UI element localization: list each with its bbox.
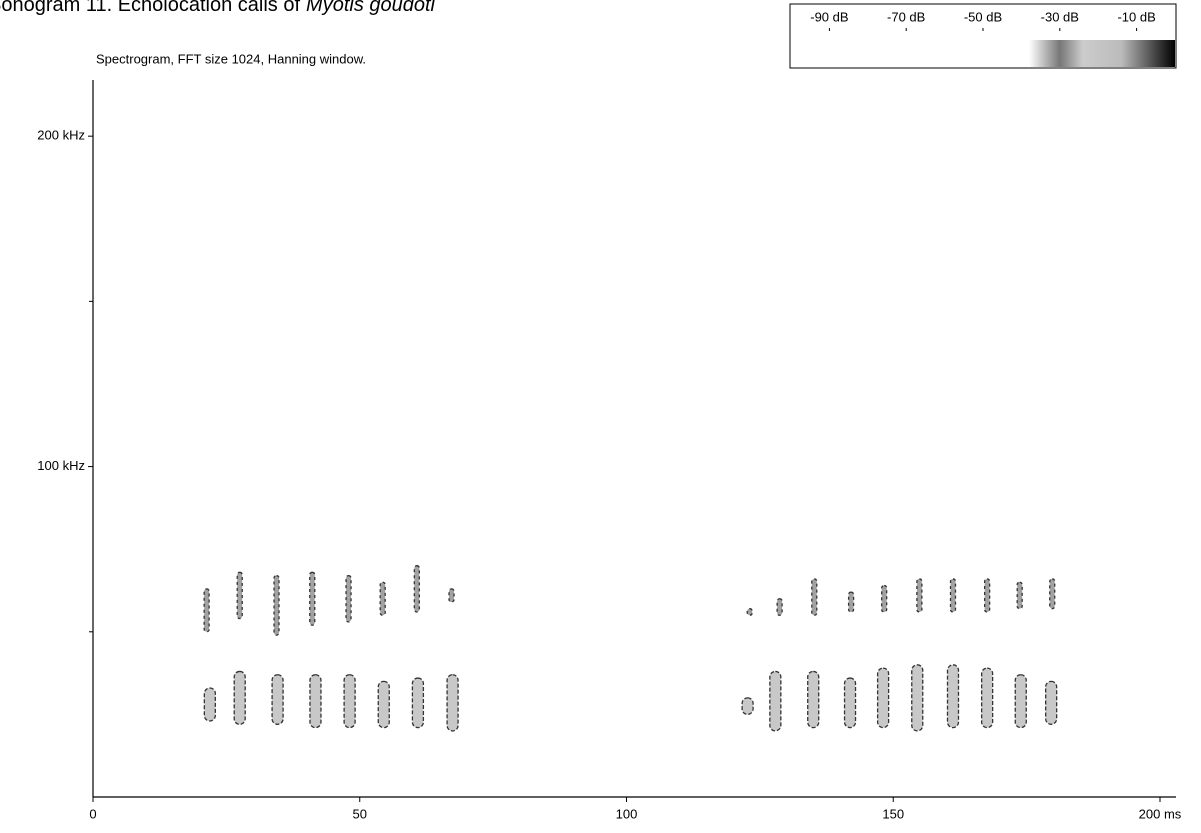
chart-title: Sonogram 11. Echolocation calls of Myotis…	[0, 0, 436, 16]
fundamental-call	[741, 697, 754, 716]
harmonic-call	[881, 584, 888, 613]
harmonic-call	[309, 571, 316, 626]
harmonic-call	[949, 578, 957, 613]
fundamental-call	[233, 670, 246, 725]
subtitle: Spectrogram, FFT size 1024, Hanning wind…	[96, 51, 366, 66]
harmonic-call	[345, 574, 352, 623]
harmonic-call	[236, 571, 243, 620]
x-tick-label: 0	[89, 806, 96, 821]
x-tick-label: 200 ms	[1139, 806, 1182, 821]
title-text: Sonogram 11. Echolocation calls of	[0, 0, 300, 16]
fundamental-call	[377, 680, 390, 729]
harmonic-call	[1016, 581, 1023, 610]
harmonic-call	[379, 581, 386, 616]
harmonic-call	[746, 608, 753, 616]
title-species: Myotis goudoti	[306, 0, 436, 16]
x-tick-label: 50	[353, 806, 367, 821]
colorbar-label: -90 dB	[810, 9, 848, 24]
fundamental-call	[769, 670, 782, 732]
fundamental-call	[843, 677, 857, 729]
x-tick-label: 100	[616, 806, 638, 821]
fundamental-call	[946, 664, 960, 729]
fundamental-call	[1014, 674, 1027, 729]
fundamental-call	[980, 667, 994, 729]
y-tick-label: 200 kHz	[37, 128, 85, 143]
fundamental-call	[911, 664, 924, 732]
x-tick-label: 150	[882, 806, 904, 821]
fundamental-call	[1045, 680, 1058, 725]
harmonic-call	[273, 574, 280, 636]
fundamental-call	[446, 674, 459, 732]
harmonic-call	[811, 578, 818, 616]
y-tick-label: 100 kHz	[37, 458, 85, 473]
harmonic-call	[203, 588, 210, 633]
harmonic-call	[916, 578, 923, 613]
harmonic-call	[983, 578, 991, 613]
colorbar	[791, 40, 1175, 67]
fundamental-call	[271, 674, 284, 725]
fundamental-call	[876, 667, 890, 729]
colorbar-label: -30 dB	[1041, 9, 1079, 24]
fundamental-call	[203, 687, 216, 722]
colorbar-label: -70 dB	[887, 9, 925, 24]
fundamental-call	[309, 674, 322, 729]
harmonic-call	[413, 565, 420, 613]
fundamental-call	[411, 677, 425, 729]
harmonic-call	[776, 598, 783, 616]
harmonic-call	[847, 591, 855, 613]
colorbar-label: -10 dB	[1117, 9, 1155, 24]
colorbar-label: -50 dB	[964, 9, 1002, 24]
harmonic-call	[1049, 578, 1056, 610]
fundamental-call	[807, 670, 820, 729]
fundamental-call	[343, 674, 356, 729]
harmonic-call	[448, 588, 455, 603]
